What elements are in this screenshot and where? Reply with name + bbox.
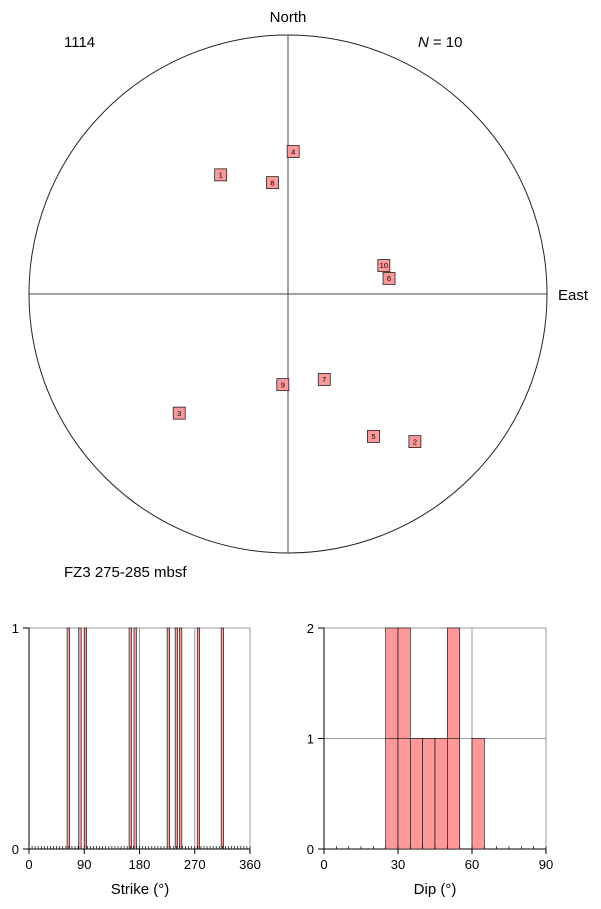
strike-bar: [128, 627, 132, 850]
strike-bar-rect: [196, 627, 200, 850]
dip-x-tick-label: 30: [391, 857, 405, 872]
north-label: North: [270, 9, 307, 26]
dip-bar: [447, 627, 460, 850]
strike-bar-rect: [133, 627, 137, 850]
pole-markers: 1 2 3 4 5 6 7 8 9 10: [172, 145, 422, 449]
pole-marker: 4: [286, 145, 300, 158]
strike-bar: [83, 627, 88, 850]
strike-bar-rect: [179, 627, 183, 850]
dip-bar-rect: [422, 738, 436, 850]
pole-marker-box: [214, 168, 228, 182]
strike-axis-title: Strike (°): [111, 881, 170, 898]
interval-label: FZ3 275-285 mbsf: [64, 564, 187, 581]
strike-x-tick-label: 90: [77, 857, 91, 872]
pole-marker-box: [266, 176, 279, 190]
dip-bar-rect: [434, 738, 448, 850]
pole-marker-label: 3: [177, 409, 181, 418]
strike-bar: [196, 627, 200, 850]
strike-histogram: 0 90 180 270 360 0 1 Strike (°): [12, 621, 261, 898]
strike-bar-rect: [220, 627, 224, 850]
strike-bars: [66, 627, 224, 850]
pole-marker-label: 7: [322, 375, 326, 384]
dip-x-tick-label: 90: [539, 857, 553, 872]
strike-bar: [220, 627, 224, 850]
stereonet-plot: North East 1114 N = 10 FZ3 275-285 mbsf 1…: [28, 9, 589, 581]
dip-y-tick-label: 1: [307, 732, 314, 747]
pole-marker-label: 6: [387, 274, 391, 283]
dip-x-tick-label: 0: [320, 857, 327, 872]
pole-marker-box: [367, 430, 380, 443]
pole-marker: 1: [214, 168, 228, 182]
pole-marker-label: 1: [219, 171, 223, 180]
strike-bar: [78, 627, 82, 850]
dip-bars: [385, 627, 485, 850]
strike-x-tick-label: 180: [129, 857, 151, 872]
strike-bar-rect: [166, 627, 170, 850]
strike-bar-rect: [78, 627, 82, 850]
pole-marker-box: [377, 259, 391, 272]
strike-bar-rect: [128, 627, 132, 850]
pole-marker-label: 2: [413, 437, 417, 446]
strike-y-tick-label: 1: [12, 621, 19, 636]
strike-bar-rect: [83, 627, 88, 850]
pole-marker-box: [382, 272, 396, 285]
dip-y-tick-label: 0: [307, 842, 314, 857]
pole-marker-label: 10: [380, 261, 388, 270]
dip-bar: [397, 627, 411, 850]
pole-marker-box: [408, 435, 422, 449]
strike-x-tick-label: 0: [25, 857, 32, 872]
east-label: East: [558, 287, 589, 304]
strike-bar: [66, 627, 70, 850]
pole-marker-label: 4: [291, 147, 295, 156]
strike-x-tick-label: 270: [184, 857, 206, 872]
pole-marker: 5: [367, 430, 380, 443]
pole-marker: 6: [382, 272, 396, 285]
pole-marker-label: 9: [281, 380, 285, 389]
dip-x-tick-label: 60: [465, 857, 479, 872]
pole-marker-label: 5: [371, 432, 375, 441]
n-value: = 10: [433, 34, 463, 51]
n-symbol: N: [418, 34, 429, 51]
strike-bar-rect: [174, 627, 178, 850]
strike-x-tick-label: 360: [239, 857, 261, 872]
dip-bar-rect: [410, 738, 423, 850]
dip-bar: [422, 738, 436, 850]
dip-bar: [471, 738, 485, 850]
strike-bar: [174, 627, 178, 850]
pole-marker: 3: [172, 406, 186, 420]
dip-bar-rect: [471, 738, 485, 850]
dip-bar: [385, 627, 399, 850]
dip-axis-title: Dip (°): [414, 881, 457, 898]
n-count-label: N = 10: [418, 34, 462, 51]
strike-y-tick-label: 0: [12, 842, 19, 857]
strike-bar: [133, 627, 137, 850]
pole-marker: 9: [276, 378, 290, 392]
pole-marker-label: 8: [270, 178, 274, 187]
pole-marker-box: [276, 378, 290, 392]
dip-bar: [434, 738, 448, 850]
dip-y-tick-label: 2: [307, 621, 314, 636]
dip-histogram: 0 30 60 90 0 1 2 Dip (°): [307, 621, 553, 898]
pole-marker: 2: [408, 435, 422, 449]
pole-marker-box: [172, 406, 186, 420]
strike-bar: [166, 627, 170, 850]
pole-marker-box: [286, 145, 300, 158]
pole-marker: 8: [266, 176, 279, 190]
strike-bar-rect: [66, 627, 70, 850]
pole-marker: 7: [317, 373, 331, 386]
pole-marker-box: [317, 373, 331, 386]
dip-bar: [410, 738, 423, 850]
pole-marker: 10: [377, 259, 391, 272]
site-label: 1114: [64, 34, 95, 51]
strike-bar: [179, 627, 183, 850]
